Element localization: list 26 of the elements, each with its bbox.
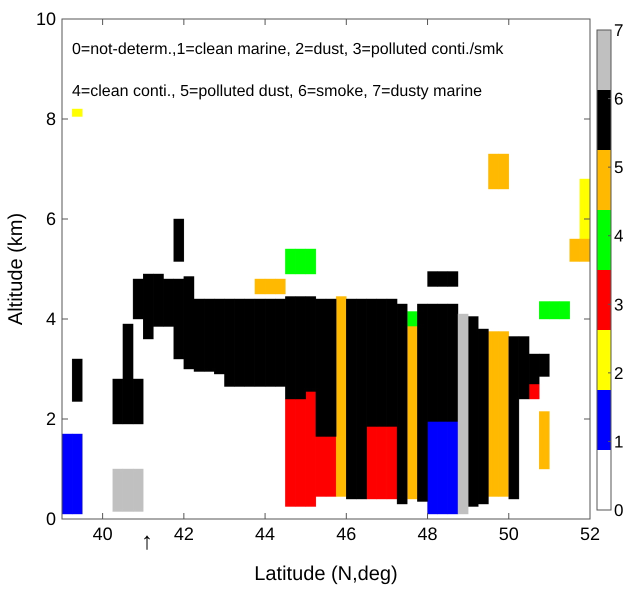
x-tick-label: 42 [174, 524, 194, 544]
x-tick-label: 46 [336, 524, 356, 544]
y-tick-label: 2 [46, 409, 56, 429]
color-bar-label: 4 [614, 226, 624, 246]
x-tick-label: 48 [418, 524, 438, 544]
x-axis-title: Latitude (N,deg) [254, 563, 398, 585]
y-tick-label: 4 [46, 309, 56, 329]
annotation: 4=clean conti., 5=polluted dust, 6=smoke, 7=dusty marine [72, 83, 482, 100]
y-tick-label: 8 [46, 109, 56, 129]
color-bar-label: 3 [614, 295, 624, 314]
y-tick-label: 6 [46, 209, 56, 229]
color-bar-label: 1 [614, 432, 624, 452]
text: ↑ [141, 528, 153, 555]
x-tick-label: 52 [580, 524, 600, 544]
annotation: 0=not-determ.,1=clean marine, 2=dust, 3=polluted conti./smk [72, 41, 504, 58]
y-tick-label: 10 [36, 9, 56, 29]
y-axis-title: Altitude (km) [5, 212, 27, 326]
y-tick-label: 0 [46, 509, 56, 529]
x-tick-label: 40 [92, 524, 113, 544]
color-bar-label: 7 [614, 21, 624, 40]
color-bar-label: 5 [614, 158, 624, 178]
color-bar-label: 0 [614, 501, 624, 520]
color-bar-label: 6 [614, 90, 624, 109]
x-tick-label: 50 [498, 524, 519, 544]
color-bar-label: 2 [614, 364, 624, 383]
x-tick-label: 44 [255, 524, 276, 544]
